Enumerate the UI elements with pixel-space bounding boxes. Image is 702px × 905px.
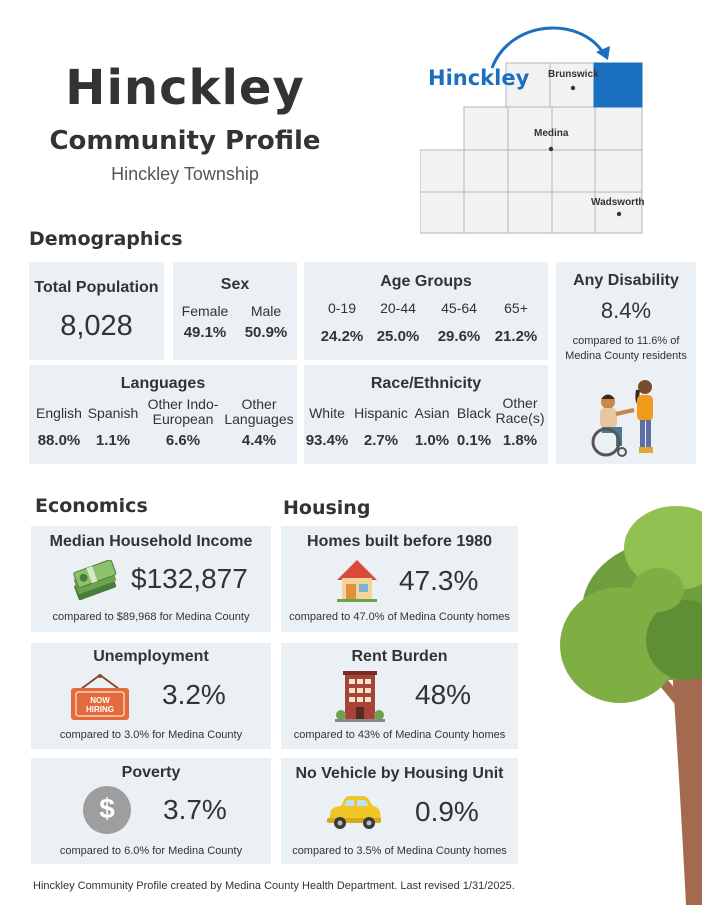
lang-spanish-value: 1.1%: [95, 432, 131, 449]
hinckley-township-highlight: [593, 62, 643, 108]
homes-before-1980-compare: compared to 47.0% of Medina County homes: [289, 611, 510, 623]
poverty-compare: compared to 6.0% for Medina County: [59, 845, 243, 857]
tree-illustration: [558, 490, 702, 905]
race-title: Race/Ethnicity: [370, 375, 482, 392]
income-value: $132,877: [131, 563, 248, 594]
demographics-heading: Demographics: [29, 228, 183, 250]
total-population-card: Total Population 8,028: [29, 262, 164, 360]
disability-compare: compared to 11.6% of Medina County resid…: [565, 335, 687, 362]
car-icon: [325, 794, 383, 832]
money-stack-icon: [69, 559, 121, 601]
housing-heading: Housing: [283, 497, 371, 519]
age-0-19-label: 0-19: [327, 300, 357, 316]
lang-other-indo-european-label: Other Indo-European: [147, 396, 219, 427]
disability-card: Any Disability 8.4% compared to 11.6% of…: [556, 262, 696, 464]
poverty-title: Poverty: [121, 764, 181, 781]
township-label: Hinckley Township: [111, 164, 259, 184]
economics-heading: Economics: [35, 495, 148, 517]
sex-female-label: Female: [181, 303, 229, 319]
age-20-44-value: 25.0%: [376, 328, 420, 345]
income-card: Median Household Income $132,877 compare…: [31, 526, 271, 632]
lang-english-value: 88.0%: [37, 432, 81, 449]
map-town-brunswick: Brunswick: [548, 69, 599, 80]
now-hiring-text: NOW HIRING: [86, 696, 114, 714]
rent-burden-value: 48%: [415, 679, 472, 710]
race-other-label: Other Race(s): [495, 395, 545, 426]
house-icon: [335, 558, 379, 602]
footer-note: Hinckley Community Profile created by Me…: [33, 880, 515, 892]
disability-title: Any Disability: [573, 272, 679, 289]
age-groups-card: Age Groups 0-19 20-44 45-64 65+ 24.2% 25…: [304, 262, 548, 360]
now-hiring-sign-icon: NOW HIRING: [69, 673, 131, 721]
dollar-coin-icon: $: [83, 786, 131, 834]
lang-english-label: English: [36, 405, 82, 421]
rent-burden-title: Rent Burden: [351, 648, 448, 665]
sex-female-value: 49.1%: [183, 324, 227, 341]
unemployment-compare: compared to 3.0% for Medina County: [59, 729, 243, 741]
sex-male-label: Male: [250, 303, 282, 319]
lang-other-languages-label: Other Languages: [224, 396, 294, 427]
unemployment-value: 3.2%: [162, 679, 226, 710]
race-white-label: White: [309, 405, 345, 421]
sex-male-value: 50.9%: [244, 324, 288, 341]
race-asian-label: Asian: [414, 405, 450, 421]
map-town-medina: Medina: [534, 128, 569, 139]
race-white-value: 93.4%: [305, 432, 349, 449]
unemployment-card: Unemployment NOW HIRING 3.2% compared to…: [31, 643, 271, 749]
total-population-label: Total Population: [34, 279, 159, 296]
income-title: Median Household Income: [49, 533, 253, 550]
age-20-44-label: 20-44: [380, 300, 416, 316]
age-45-64-value: 29.6%: [437, 328, 481, 345]
lang-other-indo-european-value: 6.6%: [165, 432, 201, 449]
age-0-19-value: 24.2%: [320, 328, 364, 345]
page-title: Hinckley: [65, 60, 305, 116]
race-black-value: 0.1%: [456, 432, 492, 449]
sex-card: Sex Female Male 49.1% 50.9%: [173, 262, 297, 360]
age-65-plus-label: 65+: [504, 300, 528, 316]
race-card: Race/Ethnicity White Hispanic Asian Blac…: [304, 365, 548, 464]
lang-other-languages-value: 4.4%: [241, 432, 277, 449]
poverty-value: 3.7%: [163, 794, 227, 825]
race-hispanic-label: Hispanic: [354, 405, 408, 421]
no-vehicle-card: No Vehicle by Housing Unit 0.9% compared…: [281, 758, 518, 864]
wheelchair-people-icon: [588, 372, 664, 462]
languages-card: Languages English Spanish Other Indo-Eur…: [29, 365, 297, 464]
languages-title: Languages: [120, 375, 206, 392]
lang-spanish-label: Spanish: [87, 405, 139, 421]
rent-burden-card: Rent Burden 48% compared to 43% of Medin…: [281, 643, 518, 749]
homes-before-1980-card: Homes built before 1980 47.3% compared t…: [281, 526, 518, 632]
dollar-coin-symbol: $: [99, 793, 115, 824]
disability-value: 8.4%: [600, 298, 652, 323]
page-subtitle: Community Profile: [49, 126, 321, 156]
map-hinckley-label: Hinckley: [428, 66, 530, 90]
income-compare: compared to $89,968 for Medina County: [52, 611, 250, 623]
no-vehicle-compare: compared to 3.5% of Medina County homes: [292, 845, 507, 857]
apartment-building-icon: [335, 669, 385, 723]
age-65-plus-value: 21.2%: [494, 328, 538, 345]
race-other-value: 1.8%: [502, 432, 538, 449]
county-map: Hinckley Brunswick Medina Wadsworth: [419, 20, 650, 240]
unemployment-title: Unemployment: [93, 648, 209, 665]
no-vehicle-title: No Vehicle by Housing Unit: [295, 765, 504, 782]
map-town-wadsworth: Wadsworth: [591, 197, 645, 208]
race-hispanic-value: 2.7%: [363, 432, 399, 449]
poverty-card: Poverty $ 3.7% compared to 6.0% for Medi…: [31, 758, 271, 864]
age-45-64-label: 45-64: [441, 300, 477, 316]
homes-before-1980-title: Homes built before 1980: [307, 533, 492, 550]
sex-title: Sex: [220, 276, 250, 293]
race-black-label: Black: [456, 405, 492, 421]
rent-burden-compare: compared to 43% of Medina County homes: [293, 729, 506, 741]
race-asian-value: 1.0%: [414, 432, 450, 449]
no-vehicle-value: 0.9%: [415, 796, 479, 827]
total-population-value: 8,028: [60, 310, 133, 342]
homes-before-1980-value: 47.3%: [399, 565, 479, 596]
age-groups-title: Age Groups: [380, 273, 472, 290]
